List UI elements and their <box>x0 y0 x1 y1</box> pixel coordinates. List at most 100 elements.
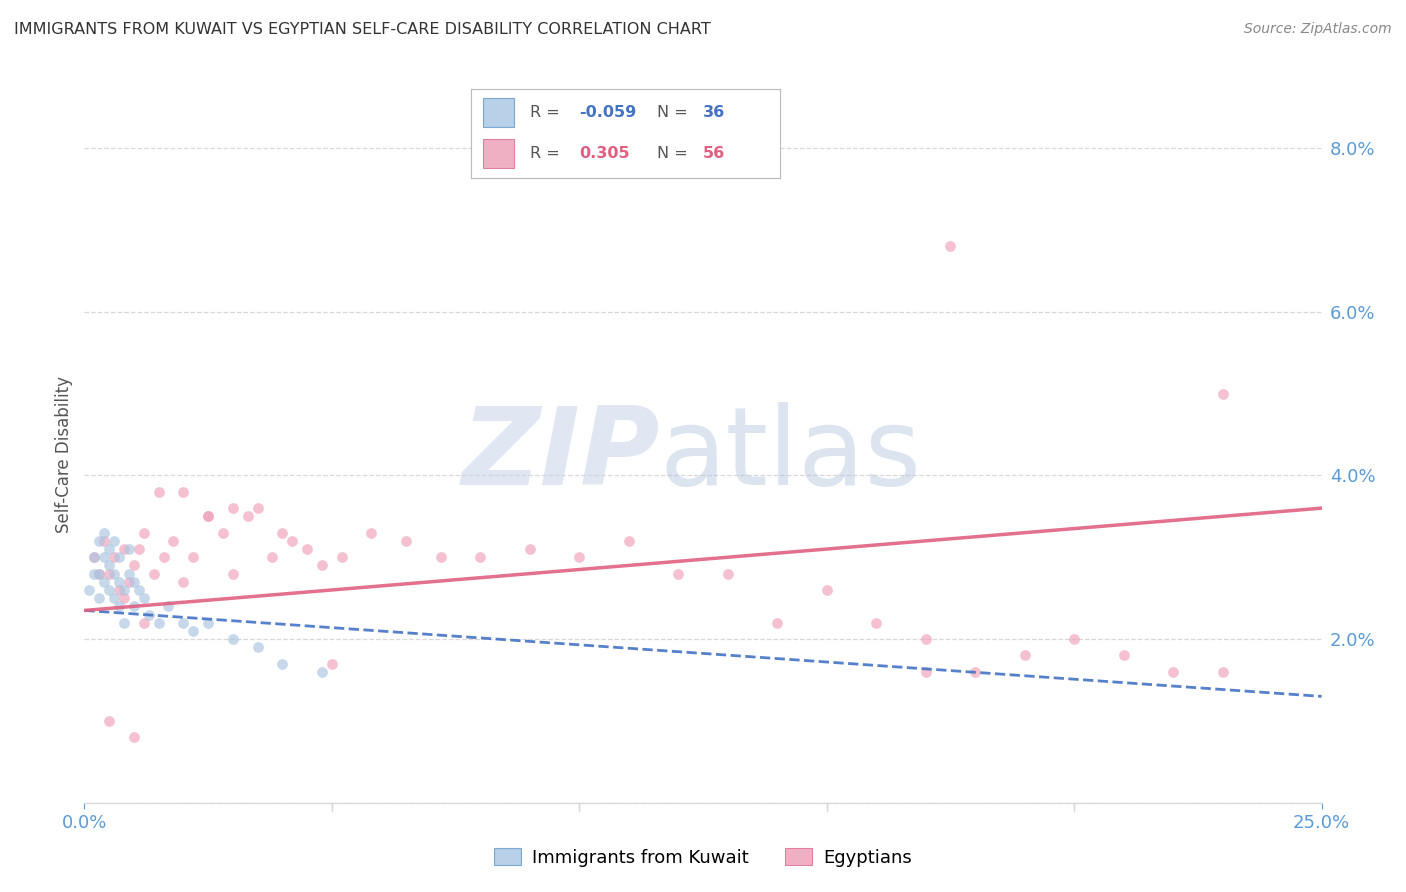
Point <box>617 533 640 548</box>
Point <box>295 542 318 557</box>
Text: N =: N = <box>657 146 693 161</box>
Point <box>83 550 105 565</box>
Point <box>666 566 689 581</box>
Point <box>1063 632 1085 646</box>
Text: Source: ZipAtlas.com: Source: ZipAtlas.com <box>1244 22 1392 37</box>
Point <box>128 542 150 557</box>
Point <box>122 558 145 573</box>
Point <box>89 566 111 581</box>
Point <box>98 566 121 581</box>
Point <box>108 574 131 589</box>
Point <box>519 542 541 557</box>
Point <box>246 640 269 655</box>
Point <box>93 574 115 589</box>
Point <box>79 582 101 597</box>
Point <box>108 582 131 597</box>
Point <box>93 550 115 565</box>
Point <box>717 566 740 581</box>
FancyBboxPatch shape <box>484 98 515 127</box>
Point <box>93 533 115 548</box>
Point <box>122 731 145 745</box>
Point <box>89 533 111 548</box>
Point <box>914 665 936 679</box>
Text: -0.059: -0.059 <box>579 105 637 120</box>
Point <box>132 591 155 606</box>
Point <box>914 632 936 646</box>
Point <box>1212 665 1234 679</box>
Point <box>118 566 141 581</box>
Point <box>98 582 121 597</box>
Point <box>162 533 184 548</box>
Point <box>181 624 204 638</box>
Point <box>197 509 219 524</box>
Point <box>83 550 105 565</box>
Point <box>89 591 111 606</box>
Point <box>98 542 121 557</box>
Point <box>568 550 591 565</box>
Point <box>98 714 121 728</box>
Point <box>197 509 219 524</box>
Point <box>281 533 304 548</box>
Point <box>965 665 987 679</box>
Point <box>766 615 789 630</box>
Point <box>132 615 155 630</box>
Text: 36: 36 <box>703 105 725 120</box>
Point <box>148 615 170 630</box>
Point <box>222 566 245 581</box>
Point <box>1112 648 1135 663</box>
Point <box>122 599 145 614</box>
Point <box>152 550 174 565</box>
Point <box>172 574 194 589</box>
Point <box>83 566 105 581</box>
Text: N =: N = <box>657 105 693 120</box>
Point <box>321 657 343 671</box>
Text: IMMIGRANTS FROM KUWAIT VS EGYPTIAN SELF-CARE DISABILITY CORRELATION CHART: IMMIGRANTS FROM KUWAIT VS EGYPTIAN SELF-… <box>14 22 711 37</box>
Point <box>142 566 165 581</box>
Point <box>262 550 284 565</box>
Y-axis label: Self-Care Disability: Self-Care Disability <box>55 376 73 533</box>
Text: 56: 56 <box>703 146 725 161</box>
Text: ZIP: ZIP <box>461 402 659 508</box>
Point <box>108 599 131 614</box>
Point <box>112 591 135 606</box>
Point <box>89 566 111 581</box>
Point <box>939 239 962 253</box>
Text: atlas: atlas <box>659 402 922 508</box>
Point <box>132 525 155 540</box>
Point <box>222 501 245 516</box>
Point <box>103 566 125 581</box>
Text: R =: R = <box>530 105 565 120</box>
Point <box>212 525 235 540</box>
Point <box>172 484 194 499</box>
Point <box>148 484 170 499</box>
Point <box>122 574 145 589</box>
Point <box>103 550 125 565</box>
Point <box>138 607 160 622</box>
FancyBboxPatch shape <box>484 139 515 168</box>
Point <box>222 632 245 646</box>
Point <box>1212 386 1234 401</box>
Point <box>311 665 333 679</box>
Point <box>103 533 125 548</box>
Point <box>112 615 135 630</box>
Point <box>118 574 141 589</box>
Point <box>112 542 135 557</box>
Point <box>395 533 418 548</box>
Point <box>271 657 294 671</box>
Point <box>108 550 131 565</box>
Point <box>112 582 135 597</box>
Point <box>1161 665 1184 679</box>
Text: 0.305: 0.305 <box>579 146 630 161</box>
Point <box>157 599 180 614</box>
Point <box>865 615 887 630</box>
Point <box>271 525 294 540</box>
Point <box>311 558 333 573</box>
Point <box>236 509 259 524</box>
Point <box>360 525 382 540</box>
Point <box>1014 648 1036 663</box>
Point <box>93 525 115 540</box>
Text: R =: R = <box>530 146 565 161</box>
Point <box>172 615 194 630</box>
Point <box>118 542 141 557</box>
Point <box>429 550 451 565</box>
